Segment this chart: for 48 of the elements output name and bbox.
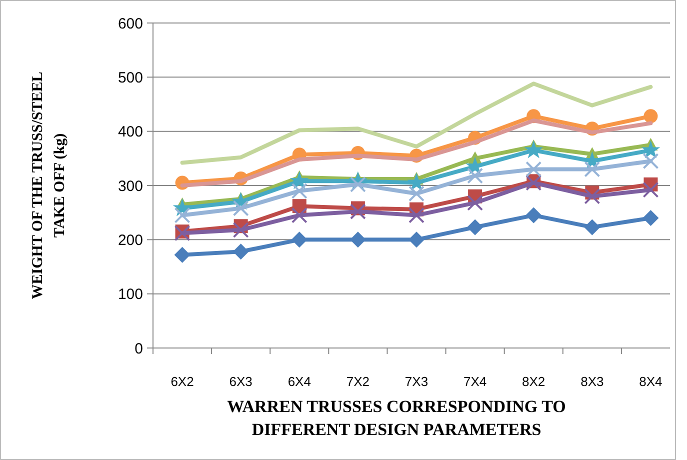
point (467, 194, 484, 211)
point (642, 182, 659, 198)
point (350, 204, 366, 220)
point (467, 219, 484, 236)
y-tick-label: 0 (134, 340, 143, 358)
x-tick-label: 6X2 (170, 374, 194, 389)
point (584, 219, 600, 236)
line-series (180, 82, 653, 165)
point (350, 176, 366, 192)
point (408, 186, 424, 202)
x-tick-label: 6X4 (288, 374, 311, 389)
point (584, 161, 600, 178)
point (467, 168, 484, 184)
point (526, 207, 542, 224)
y-tick-label: 300 (118, 178, 143, 195)
x-axis-title: WARREN TRUSSES CORRESPONDING TO DIFFERENT DESIGN PARAMETERS (227, 397, 566, 439)
point (584, 188, 600, 204)
point (232, 244, 249, 260)
point (408, 232, 424, 248)
x-tick-label: 7X2 (346, 374, 370, 389)
point (408, 207, 424, 224)
x-tick-label: 8X3 (580, 374, 604, 389)
x-tick-label: 8X2 (522, 374, 546, 389)
point (290, 171, 309, 190)
point (174, 246, 190, 263)
point (524, 140, 544, 158)
y-tick-label: 500 (118, 69, 143, 86)
point (291, 182, 308, 199)
point (291, 207, 308, 224)
point (174, 207, 190, 224)
point (641, 140, 660, 158)
y-axis-title: WEIGHT OF THE TRUSS/STEEL TAKE OFF (kg) (30, 72, 68, 300)
x-tick-label: 7X3 (404, 374, 428, 389)
point (350, 232, 366, 248)
x-tick-label: 6X3 (229, 374, 252, 389)
y-tick-label: 200 (118, 232, 143, 249)
point (232, 200, 249, 216)
point (642, 153, 659, 170)
y-tick-label: 600 (118, 15, 143, 32)
point (526, 161, 542, 178)
point (232, 222, 249, 238)
x-tick-label: 8X4 (639, 374, 662, 389)
y-tick-label: 400 (118, 124, 143, 141)
point (644, 109, 658, 124)
x-tick-label: 7X4 (463, 374, 487, 389)
point (642, 210, 659, 226)
point (291, 232, 308, 248)
y-tick-label: 100 (118, 286, 143, 304)
